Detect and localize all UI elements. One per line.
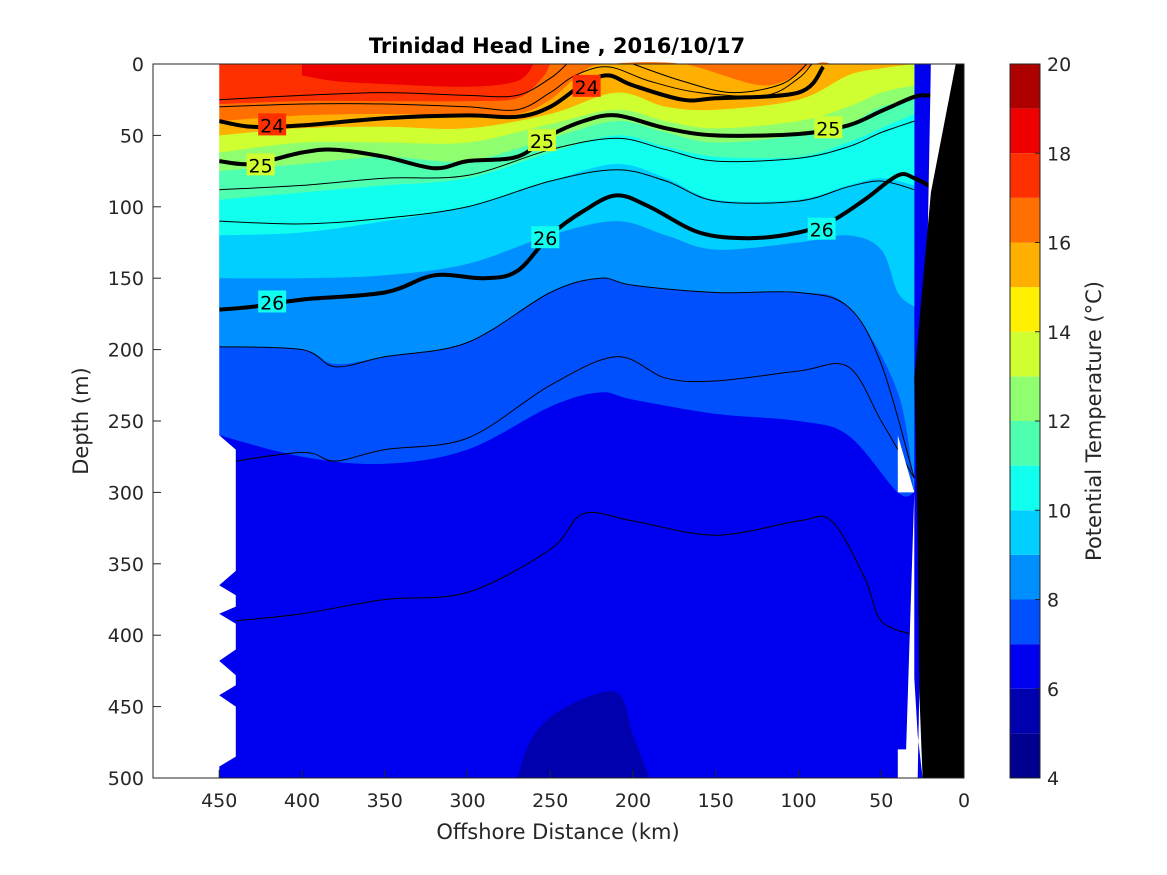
colorbar-tick-label: 18 xyxy=(1047,143,1071,165)
contour-label-bg xyxy=(572,74,601,97)
contour-label-25: 25 xyxy=(530,131,554,153)
contour-25 xyxy=(218,93,932,171)
colorbar-tick-label: 6 xyxy=(1047,679,1059,701)
y-tick-label: 100 xyxy=(108,197,144,219)
contour-label-26: 26 xyxy=(260,292,284,314)
chart-title: Trinidad Head Line , 2016/10/17 xyxy=(369,34,745,58)
colorbar-segment xyxy=(1010,599,1040,645)
x-tick-label: 200 xyxy=(615,790,651,812)
colorbar-tick-label: 8 xyxy=(1047,590,1059,612)
contour-label-bg xyxy=(531,226,560,249)
fill-layer-18 xyxy=(302,64,534,87)
x-tick-label: 350 xyxy=(367,790,403,812)
y-tick-label: 0 xyxy=(132,54,144,76)
y-tick-label: 50 xyxy=(120,125,144,147)
x-tick-label: 100 xyxy=(780,790,816,812)
contour-thin-8 xyxy=(219,63,568,101)
y-tick-label: 250 xyxy=(108,411,144,433)
colorbar-segment xyxy=(1010,510,1040,555)
colorbar-segment xyxy=(1010,465,1040,511)
contour-thin-9 xyxy=(632,63,808,94)
temperature-fill-layers xyxy=(219,62,931,778)
contour-26 xyxy=(219,172,932,312)
y-axis-ticks: 0 50 100 150 200 250 300 350 400 450 500 xyxy=(108,54,161,790)
y-tick-label: 400 xyxy=(108,625,144,647)
y-tick-label: 450 xyxy=(108,697,144,719)
colorbar-segment xyxy=(1010,331,1040,377)
colorbar-segment xyxy=(1010,153,1040,198)
colorbar-segment xyxy=(1010,554,1040,600)
contour-24 xyxy=(218,65,825,130)
contour-label-25: 25 xyxy=(816,118,840,140)
contour-label-24: 24 xyxy=(260,115,284,137)
colorbar-tick-label: 14 xyxy=(1047,322,1071,344)
contour-thin-7 xyxy=(219,120,915,191)
contour-label-25: 25 xyxy=(248,155,272,177)
contour-labels: 24 24 25 25 25 26 26 26 xyxy=(246,74,843,314)
seafloor-topography xyxy=(914,64,964,778)
contour-label-bg xyxy=(246,153,275,176)
contour-thin-5 xyxy=(235,511,915,636)
fill-deep-5 xyxy=(517,691,650,778)
colorbar-segment xyxy=(1010,421,1040,466)
x-tick-label: 0 xyxy=(958,790,970,812)
colorbar-segment xyxy=(1010,733,1040,778)
contour-thin-6 xyxy=(219,169,915,225)
y-tick-label: 500 xyxy=(108,768,144,790)
x-tick-label: 50 xyxy=(869,790,893,812)
contour-thin-4 xyxy=(219,356,915,479)
blanked-regions xyxy=(153,64,964,778)
colorbar-label: Potential Temperature (°C) xyxy=(1082,281,1106,561)
x-tick-label: 300 xyxy=(449,790,485,812)
colorbar-segment xyxy=(1010,688,1040,734)
contour-thin-3 xyxy=(219,277,915,479)
x-tick-label: 400 xyxy=(284,790,320,812)
colorbar-segment xyxy=(1010,287,1040,332)
x-tick-label: 250 xyxy=(532,790,568,812)
contour-label-bg xyxy=(814,116,843,139)
contour-label-bg xyxy=(807,217,836,240)
colorbar-tick-label: 10 xyxy=(1047,500,1071,522)
y-tick-label: 150 xyxy=(108,268,144,290)
contour-label-bg xyxy=(258,113,287,136)
colorbar-segment xyxy=(1010,242,1040,288)
colorbar-segment xyxy=(1010,108,1040,154)
colorbar-tick-label: 16 xyxy=(1047,233,1071,255)
fill-deep-6 xyxy=(235,512,857,778)
y-tick-label: 350 xyxy=(108,554,144,576)
bold-density-contours xyxy=(218,65,932,312)
colorbar-segment xyxy=(1010,197,1040,243)
y-tick-label: 300 xyxy=(108,482,144,504)
colorbar-segment xyxy=(1010,376,1040,421)
x-axis-ticks: 450 400 350 300 250 200 150 100 50 0 xyxy=(201,770,970,812)
colorbar-tick-label: 20 xyxy=(1047,54,1071,76)
y-axis-label: Depth (m) xyxy=(69,367,93,474)
colorbar-tick-label: 12 xyxy=(1047,411,1071,433)
plot-area: 24 24 25 25 25 26 26 26 xyxy=(152,62,965,779)
colorbar-segment xyxy=(1010,64,1040,109)
colorbar: 4 6 8 10 12 14 16 18 20 xyxy=(1009,54,1071,790)
contour-label-26: 26 xyxy=(533,228,557,250)
contour-label-24: 24 xyxy=(575,77,599,99)
contour-label-26: 26 xyxy=(810,220,834,242)
contour-label-bg xyxy=(527,129,556,152)
y-tick-label: 200 xyxy=(108,340,144,362)
x-tick-label: 450 xyxy=(201,790,237,812)
x-tick-label: 150 xyxy=(698,790,734,812)
colorbar-tick-label: 4 xyxy=(1047,768,1059,790)
colorbar-segment xyxy=(1010,644,1040,689)
x-axis-label: Offshore Distance (km) xyxy=(436,820,679,844)
left-gap xyxy=(153,64,236,778)
contour-label-bg xyxy=(258,290,287,313)
